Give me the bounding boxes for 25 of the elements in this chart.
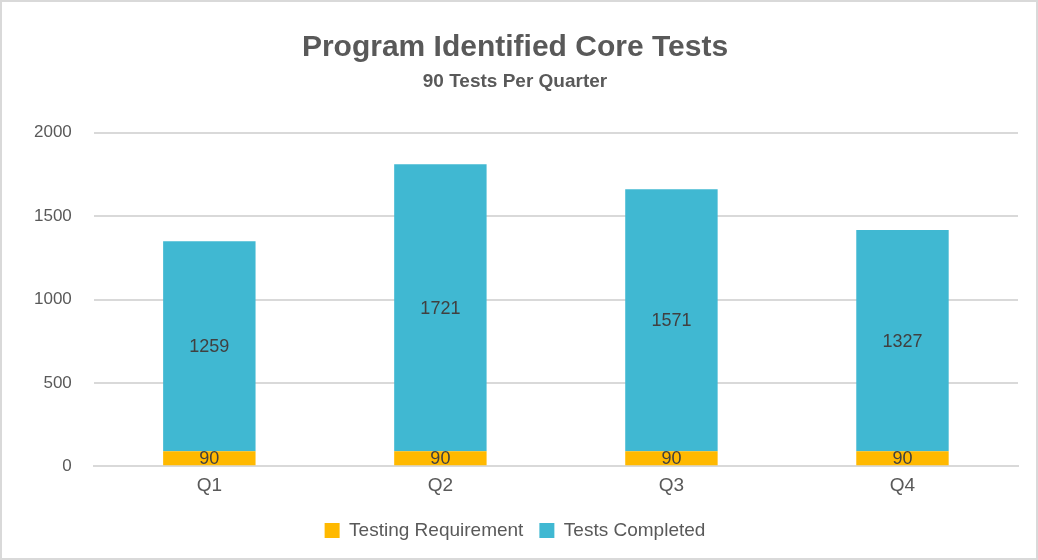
y-tick-label: 500 xyxy=(43,372,72,392)
data-label: 90 xyxy=(661,448,682,469)
bar xyxy=(394,164,487,452)
data-label: 90 xyxy=(199,448,220,469)
chart-subtitle: 90 Tests Per Quarter xyxy=(422,69,608,91)
bar xyxy=(625,189,718,452)
data-label: 1721 xyxy=(420,297,461,318)
data-label: 90 xyxy=(430,448,451,469)
x-tick-label: Q4 xyxy=(889,473,916,495)
y-tick-label: 0 xyxy=(62,455,72,475)
x-tick-label: Q3 xyxy=(658,473,685,495)
y-tick-label: 2000 xyxy=(33,122,72,142)
x-tick-label: Q2 xyxy=(427,473,454,495)
data-label: 1571 xyxy=(651,310,692,331)
bar xyxy=(163,241,256,452)
legend-label: Tests Completed xyxy=(563,518,706,540)
y-tick-label: 1000 xyxy=(33,289,72,309)
data-label: 90 xyxy=(892,448,913,469)
x-tick-label: Q1 xyxy=(196,473,223,495)
y-tick-label: 1500 xyxy=(33,205,72,225)
data-label: 1327 xyxy=(882,330,923,351)
chart-title: Program Identified Core Tests xyxy=(301,29,729,63)
bar xyxy=(856,229,949,452)
legend-label: Testing Requirement xyxy=(349,518,525,540)
data-label: 1259 xyxy=(189,336,230,357)
